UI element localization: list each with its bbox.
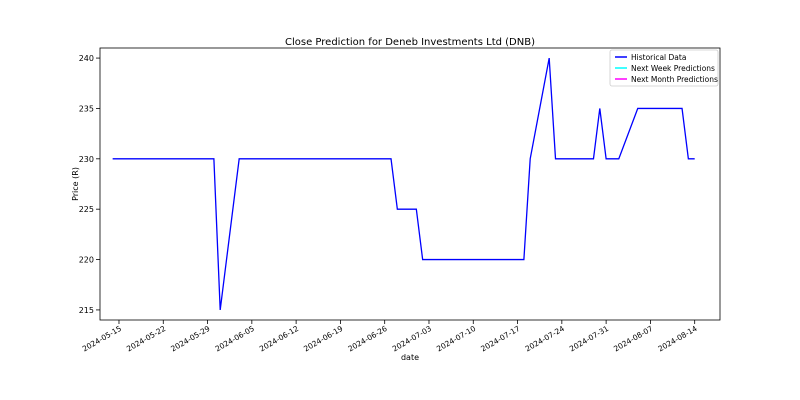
chart-title: Close Prediction for Deneb Investments L… [285,37,535,48]
y-tick-label: 215 [79,306,94,315]
legend-box [609,49,719,87]
series-line-0 [112,57,695,311]
legend-entry: Next Week Predictions [631,64,715,73]
y-tick-label: 235 [79,104,94,113]
y-tick-label: 230 [79,155,94,164]
legend-entry: Historical Data [631,53,686,62]
legend: Historical Data Next Week Predictions Next… [609,49,719,87]
x-axis-label: date [401,353,419,362]
legend-entry: Next Month Predictions [631,75,718,84]
y-tick-label: 240 [79,54,94,63]
y-tick-label: 220 [79,256,94,265]
y-axis-label: Price (R) [71,167,80,201]
axes-frame [99,47,721,321]
y-tick-label: 225 [79,205,94,214]
